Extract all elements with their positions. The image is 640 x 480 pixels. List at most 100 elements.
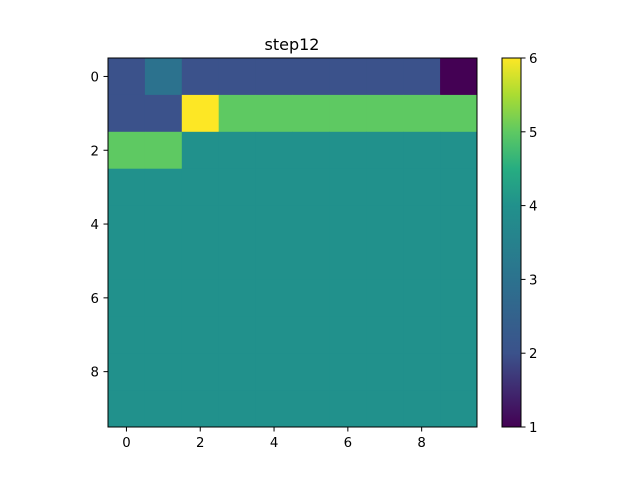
heatmap-cell (108, 168, 146, 206)
heatmap-cell (181, 58, 220, 96)
y-tick-label: 0 (91, 70, 99, 85)
x-tick-label: 6 (344, 436, 352, 451)
heatmap-cell (108, 131, 146, 170)
heatmap-cell (255, 279, 293, 317)
heatmap-cell (440, 316, 478, 354)
heatmap-cell (255, 131, 293, 170)
heatmap-cell (292, 353, 330, 391)
heatmap-cells (108, 58, 478, 428)
heatmap-cell (329, 205, 367, 243)
colorbar-tick-label: 5 (529, 126, 537, 141)
heatmap-cell (366, 58, 404, 96)
heatmap-cell (181, 131, 220, 170)
heatmap-cell (255, 242, 293, 280)
heatmap-cell (440, 168, 478, 206)
heatmap-cell (218, 205, 256, 243)
x-tick-label: 2 (196, 436, 204, 451)
heatmap-cell (144, 390, 183, 428)
heatmap-cell (181, 316, 220, 354)
heatmap-cell (181, 94, 220, 133)
heatmap-cell (366, 316, 404, 354)
y-axis: 0 2 4 6 8 (91, 70, 108, 381)
heatmap-cell (108, 58, 146, 96)
heatmap-cell (181, 205, 220, 243)
heatmap-cell (144, 131, 183, 170)
heatmap-cell (403, 94, 441, 133)
heatmap-cell (144, 205, 183, 243)
heatmap-cell (403, 316, 441, 354)
colorbar-tick-label: 6 (529, 52, 537, 67)
heatmap-cell (292, 242, 330, 280)
heatmap-cell (108, 94, 146, 133)
colorbar-tick-label: 1 (529, 421, 537, 436)
heatmap-cell (144, 58, 183, 96)
heatmap-cell (329, 131, 367, 170)
heatmap-axes-frame (107, 57, 478, 428)
heatmap-cell (403, 131, 441, 170)
heatmap-cell (255, 168, 293, 206)
heatmap-cell (440, 353, 478, 391)
heatmap-cell (329, 316, 367, 354)
heatmap-cell (440, 131, 478, 170)
heatmap-cell (440, 94, 478, 133)
heatmap-cell (329, 279, 367, 317)
heatmap-cell (366, 205, 404, 243)
heatmap-cell (218, 390, 256, 428)
x-tick-label: 4 (270, 436, 278, 451)
heatmap-cell (366, 353, 404, 391)
heatmap-cell (440, 390, 478, 428)
heatmap-cell (144, 316, 183, 354)
x-tick-label: 0 (122, 436, 130, 451)
heatmap-cell (440, 58, 478, 96)
heatmap-cell (440, 279, 478, 317)
heatmap-cell (292, 205, 330, 243)
heatmap-cell (108, 242, 146, 280)
heatmap-cell (292, 58, 330, 96)
heatmap-cell (329, 390, 367, 428)
colorbar-frame (501, 57, 522, 428)
heatmap-cell (403, 168, 441, 206)
heatmap-cell (144, 168, 183, 206)
heatmap-cell (108, 205, 146, 243)
heatmap-cell (181, 242, 220, 280)
heatmap-cell (403, 205, 441, 243)
heatmap-cell (218, 353, 256, 391)
heatmap-cell (292, 131, 330, 170)
heatmap-cell (255, 58, 293, 96)
heatmap-cell (181, 279, 220, 317)
heatmap-cell (292, 316, 330, 354)
heatmap-cell (108, 390, 146, 428)
heatmap-cell (144, 353, 183, 391)
heatmap-cell (403, 58, 441, 96)
heatmap-cell (292, 94, 330, 133)
heatmap-cell (181, 353, 220, 391)
heatmap-cell (255, 353, 293, 391)
heatmap-cell (440, 242, 478, 280)
colorbar-axis: 1 2 3 4 5 6 (521, 52, 537, 436)
heatmap-cell (218, 279, 256, 317)
heatmap-cell (181, 390, 220, 428)
heatmap-cell (329, 353, 367, 391)
heatmap-cell (255, 316, 293, 354)
heatmap-cell (329, 94, 367, 133)
y-tick-label: 2 (91, 144, 99, 159)
heatmap-cell (218, 316, 256, 354)
heatmap-cell (366, 94, 404, 133)
colorbar (502, 58, 521, 427)
heatmap-cell (255, 390, 293, 428)
heatmap-cell (403, 390, 441, 428)
y-tick-label: 6 (91, 292, 99, 307)
heatmap-cell (218, 58, 256, 96)
heatmap-cell (218, 131, 256, 170)
heatmap-cell (181, 168, 220, 206)
heatmap-cell (292, 279, 330, 317)
heatmap-cell (329, 242, 367, 280)
y-tick-label: 4 (91, 218, 99, 233)
heatmap-cell (218, 168, 256, 206)
heatmap-cell (329, 168, 367, 206)
x-axis: 0 2 4 6 8 (122, 427, 426, 451)
heatmap-cell (403, 279, 441, 317)
heatmap-cell (366, 131, 404, 170)
heatmap-cell (366, 242, 404, 280)
